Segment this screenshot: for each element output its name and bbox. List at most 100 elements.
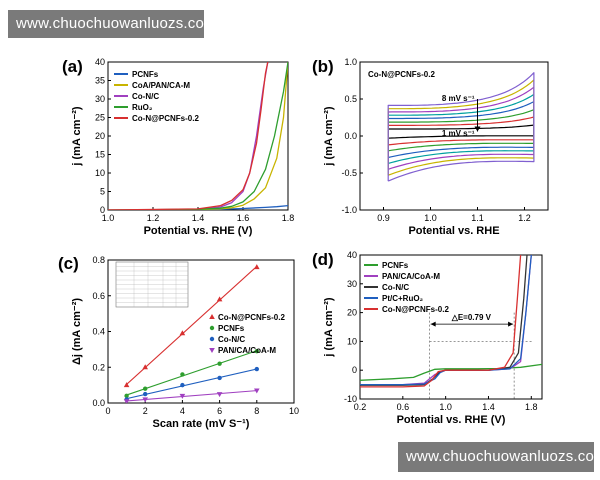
fit-line	[126, 265, 258, 385]
y-tick-label: 0.4	[92, 327, 105, 337]
data-point	[254, 264, 260, 270]
x-axis-label: Potential vs. RHE	[408, 225, 499, 237]
y-tick-label: 0.8	[92, 255, 105, 265]
data-point	[142, 364, 148, 370]
panel-b: 0.9 1.0 1.1 1.2 -1.0 -0.5 0.0 0.5 1.0 Potential v…	[312, 57, 549, 237]
y-tick-label: 0.5	[344, 94, 357, 104]
x-tick-label: 0.9	[377, 213, 390, 223]
legend-label: CoA/PAN/CA-M	[132, 81, 190, 90]
fit-line	[126, 350, 257, 396]
y-tick-label: 0	[100, 205, 105, 215]
data-point	[254, 348, 259, 354]
x-tick-label: 1.4	[192, 213, 205, 223]
legend-label: Co-N/C	[132, 92, 159, 101]
legend-label: RuO₂	[132, 103, 153, 112]
annotation-1mv: 1 mV s⁻¹	[442, 129, 475, 138]
plot-area-d	[360, 255, 542, 399]
legend-marker	[209, 314, 215, 319]
watermark-top: www.chuochuowanluozs.com	[8, 10, 217, 38]
y-tick-label: 25	[95, 113, 105, 123]
x-tick-label: 0.2	[354, 402, 367, 412]
y-tick-label: 35	[95, 76, 105, 86]
y-tick-label: 0	[352, 365, 357, 375]
x-tick-label: 1.0	[102, 213, 115, 223]
plot-area-b	[387, 72, 535, 182]
data-point	[123, 399, 130, 403]
legend-label: Pt/C+RuO₂	[382, 294, 424, 303]
series-line	[108, 62, 288, 210]
x-tick-label: 1.2	[147, 213, 160, 223]
y-axis-label: j (mA cm⁻²)	[71, 106, 83, 167]
data-point	[180, 372, 185, 377]
x-tick-label: 1.6	[237, 213, 250, 223]
legend-marker	[209, 336, 215, 342]
data-point	[123, 382, 130, 388]
x-tick-label: 1.8	[282, 213, 295, 223]
y-tick-label: -10	[344, 394, 357, 404]
y-tick-label: 0.0	[344, 131, 357, 141]
panel-label: (b)	[312, 57, 334, 76]
x-tick-label: 6	[217, 406, 222, 416]
x-tick-label: 0.6	[397, 402, 410, 412]
plot-area-a	[108, 62, 288, 210]
y-axis-label: j (mA cm⁻²)	[323, 297, 335, 358]
data-point	[254, 366, 259, 372]
data-point	[254, 388, 260, 394]
x-tick-label: 10	[289, 406, 299, 416]
x-tick-label: 0	[105, 406, 110, 416]
x-tick-label: 1.8	[525, 402, 538, 412]
y-axis-label: Δj (mA cm⁻²)	[71, 298, 83, 365]
legend-label: Co-N/C	[382, 283, 409, 292]
x-tick-label: 1.2	[518, 213, 531, 223]
y-tick-label: 0.0	[92, 398, 105, 408]
legend-label: PCNFs	[218, 324, 245, 333]
y-tick-label: 30	[95, 94, 105, 104]
y-tick-label: -1.0	[341, 205, 357, 215]
legend-label: PCNFs	[132, 70, 159, 79]
series-line	[108, 62, 269, 210]
annotation-8mv: 8 mV s⁻¹	[442, 94, 475, 103]
data-point	[216, 296, 223, 302]
panel-d: 0.2 0.6 1.0 1.4 1.8 -10 0 10 20 30 40 Potential vs.…	[312, 250, 543, 426]
y-tick-label: -0.5	[341, 168, 357, 178]
x-tick-label: 2	[143, 406, 148, 416]
data-point	[124, 393, 129, 399]
legend-label: Co-N@PCNFs-0.2	[382, 305, 449, 314]
y-tick-label: 1.0	[344, 57, 357, 67]
x-axis-label: Potential vs. RHE (V)	[397, 414, 506, 426]
x-axis-label: Potential vs. RHE (V)	[144, 225, 253, 237]
panel-label: (c)	[58, 254, 79, 273]
legend-label: PAN/CA/CoA-M	[218, 346, 276, 355]
arrow-head	[430, 321, 436, 327]
legend-label: PAN/CA/CoA-M	[382, 272, 440, 281]
arrow-head	[474, 126, 481, 132]
arrow-head	[508, 321, 514, 327]
y-tick-label: 20	[347, 308, 357, 318]
legend-label: Co-N@PCNFs-0.2	[132, 114, 199, 123]
plot-area-c	[123, 264, 260, 403]
panel-label: (d)	[312, 250, 334, 269]
plot-frame-d	[359, 254, 543, 400]
data-point	[217, 361, 222, 366]
data-point	[217, 375, 222, 381]
data-point	[179, 393, 186, 399]
x-tick-label: 1.1	[471, 213, 484, 223]
x-axis-label: Scan rate (mV S⁻¹)	[153, 418, 250, 430]
y-tick-label: 40	[347, 250, 357, 260]
fit-line	[126, 390, 257, 402]
series-line	[360, 363, 542, 381]
cv-loop	[387, 72, 535, 182]
panel-a: 1.0 1.2 1.4 1.6 1.8 0 5 10 15 20 25 30 35 40 Potential…	[62, 57, 294, 237]
data-point	[179, 330, 186, 336]
x-tick-label: 1.0	[424, 213, 437, 223]
legend-marker	[209, 325, 215, 331]
x-tick-label: 1.4	[482, 402, 495, 412]
data-point	[180, 382, 185, 388]
chart-title: Co-N@PCNFs-0.2	[368, 70, 435, 79]
watermark-bottom: www.chuochuowanluozs.com	[398, 442, 600, 472]
x-tick-label: 4	[180, 406, 185, 416]
inset-table	[115, 261, 189, 308]
y-tick-label: 0.2	[92, 362, 105, 372]
y-tick-label: 10	[95, 168, 105, 178]
